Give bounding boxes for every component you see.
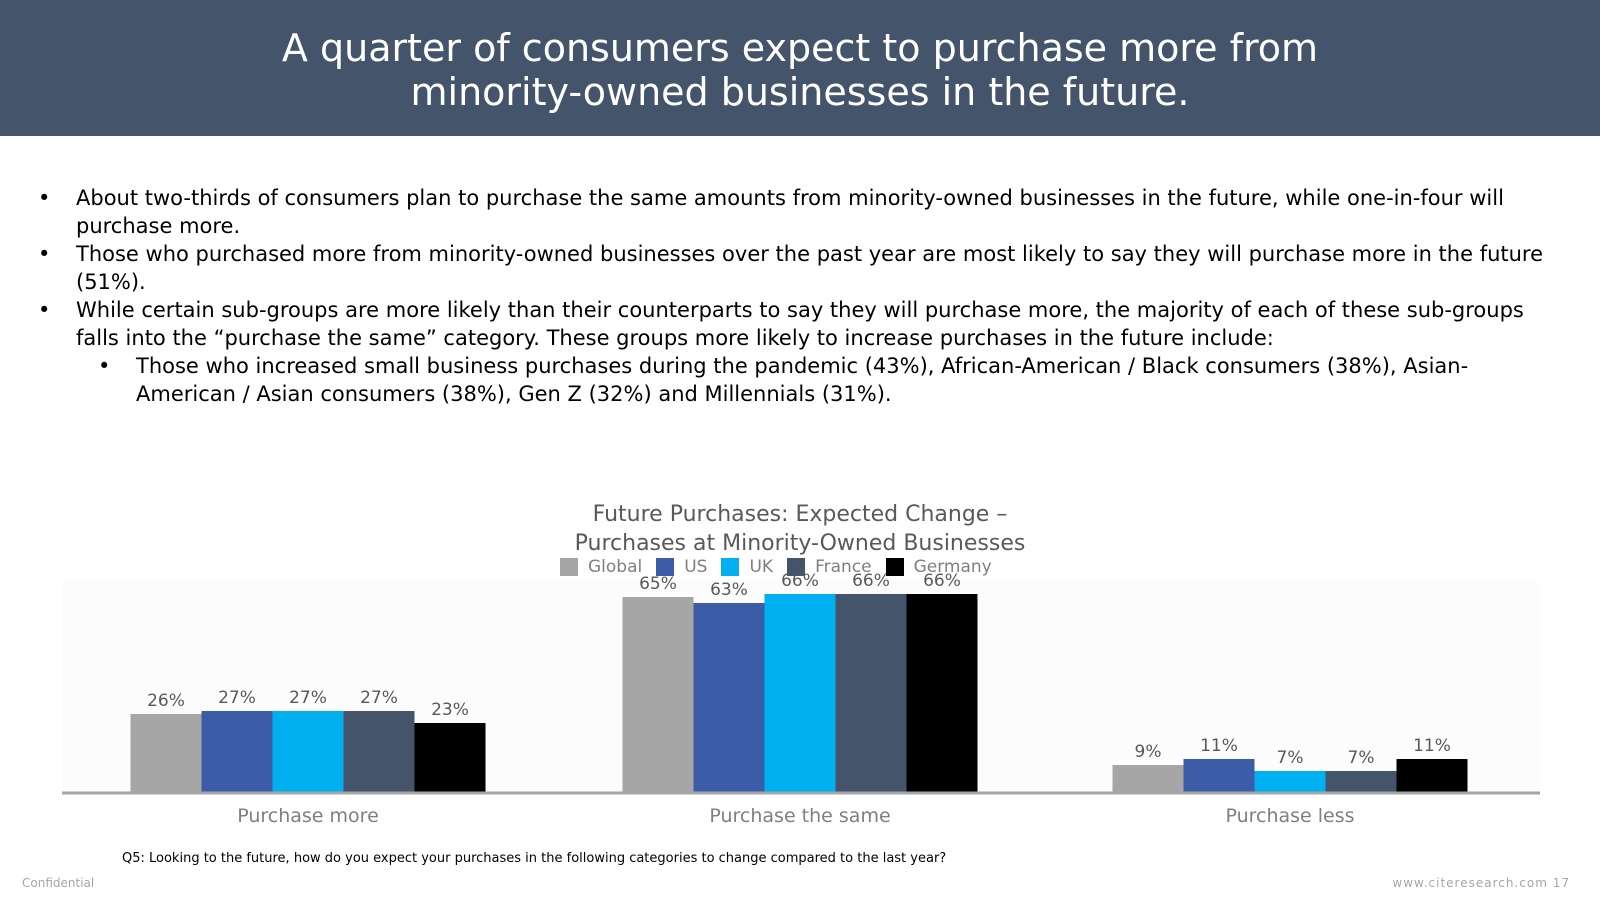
legend-item-germany: Germany bbox=[885, 556, 992, 578]
legend-swatch bbox=[721, 558, 740, 576]
category-label: Purchase more bbox=[237, 805, 379, 827]
legend-swatch bbox=[560, 558, 578, 576]
bar-global-1 bbox=[622, 597, 694, 792]
legend-label: Germany bbox=[913, 557, 992, 577]
data-label: 27% bbox=[218, 688, 256, 708]
survey-question: Q5: Looking to the future, how do you ex… bbox=[122, 851, 947, 866]
legend-item-global: Global bbox=[560, 556, 642, 578]
bullet-item: • Those who purchased more from minority… bbox=[38, 240, 1558, 296]
bar-global-2 bbox=[1112, 765, 1184, 792]
bullet-text: Those who increased small business purch… bbox=[136, 354, 1469, 406]
data-label: 66% bbox=[923, 571, 961, 591]
data-label: 66% bbox=[852, 571, 890, 591]
bar-uk-2 bbox=[1254, 771, 1326, 792]
chart-legend: Global US UK France Germany bbox=[560, 556, 1006, 578]
data-label: 27% bbox=[289, 688, 327, 708]
legend-swatch bbox=[885, 558, 904, 576]
data-label: 7% bbox=[1348, 748, 1375, 768]
category-label: Purchase less bbox=[1225, 805, 1354, 827]
data-label: 7% bbox=[1277, 748, 1304, 768]
data-label: 9% bbox=[1135, 742, 1162, 762]
data-label: 63% bbox=[710, 580, 748, 600]
bar-france-1 bbox=[835, 594, 907, 792]
data-label: 27% bbox=[360, 688, 398, 708]
bar-germany-0 bbox=[414, 723, 486, 792]
bullet-marker: • bbox=[38, 242, 51, 266]
legend-label: US bbox=[684, 557, 708, 577]
footer-site-page: www.citeresearch.com 17 bbox=[1392, 876, 1570, 890]
bar-us-1 bbox=[693, 603, 765, 792]
legend-item-france: France bbox=[787, 556, 872, 578]
data-label: 26% bbox=[147, 691, 185, 711]
footer-confidential: Confidential bbox=[22, 876, 95, 890]
bar-chart: 26% 27% 27% 27% 23% Purchase more 65% 63% 66% 66%… bbox=[62, 571, 1540, 827]
data-label: 23% bbox=[431, 700, 469, 720]
bullet-text: Those who purchased more from minority-o… bbox=[76, 242, 1544, 294]
bullet-list: • About two-thirds of consumers plan to … bbox=[38, 184, 1558, 408]
bar-france-2 bbox=[1325, 771, 1397, 792]
bar-uk-1 bbox=[764, 594, 836, 792]
legend-label: France bbox=[815, 557, 872, 577]
data-label: 11% bbox=[1200, 736, 1238, 756]
chart-title-line1: Future Purchases: Expected Change – bbox=[592, 502, 1008, 527]
bar-france-0 bbox=[343, 711, 415, 792]
bar-germany-2 bbox=[1396, 759, 1468, 792]
legend-swatch bbox=[787, 558, 806, 576]
legend-label: Global bbox=[588, 557, 643, 577]
legend-item-us: US bbox=[656, 556, 707, 578]
legend-swatch bbox=[656, 558, 675, 576]
bullet-marker: • bbox=[38, 298, 51, 322]
bar-global-0 bbox=[130, 714, 202, 792]
sub-bullet-item: • Those who increased small business pur… bbox=[38, 352, 1558, 408]
legend-label: UK bbox=[749, 557, 774, 577]
header-banner: A quarter of consumers expect to purchas… bbox=[0, 0, 1600, 136]
bar-us-2 bbox=[1183, 759, 1255, 792]
data-label: 66% bbox=[781, 571, 819, 591]
bullet-text: While certain sub-groups are more likely… bbox=[76, 298, 1524, 350]
bullet-marker: • bbox=[98, 354, 111, 378]
data-label: 65% bbox=[639, 574, 677, 594]
bar-us-0 bbox=[201, 711, 273, 792]
chart-title-line2: Purchases at Minority-Owned Businesses bbox=[574, 531, 1026, 556]
bullet-marker: • bbox=[38, 186, 51, 210]
bullet-item: • About two-thirds of consumers plan to … bbox=[38, 184, 1558, 240]
page-title-line1: A quarter of consumers expect to purchas… bbox=[281, 26, 1319, 70]
legend-item-uk: UK bbox=[721, 556, 773, 578]
chart-title: Future Purchases: Expected Change – Purc… bbox=[0, 500, 1600, 558]
bar-uk-0 bbox=[272, 711, 344, 792]
page-title-line2: minority-owned businesses in the future. bbox=[410, 70, 1190, 114]
bullet-text: About two-thirds of consumers plan to pu… bbox=[76, 186, 1504, 238]
page-title: A quarter of consumers expect to purchas… bbox=[0, 26, 1600, 114]
bullet-item: • While certain sub-groups are more like… bbox=[38, 296, 1558, 352]
bar-germany-1 bbox=[906, 594, 978, 792]
category-label: Purchase the same bbox=[709, 805, 890, 827]
data-label: 11% bbox=[1413, 736, 1451, 756]
